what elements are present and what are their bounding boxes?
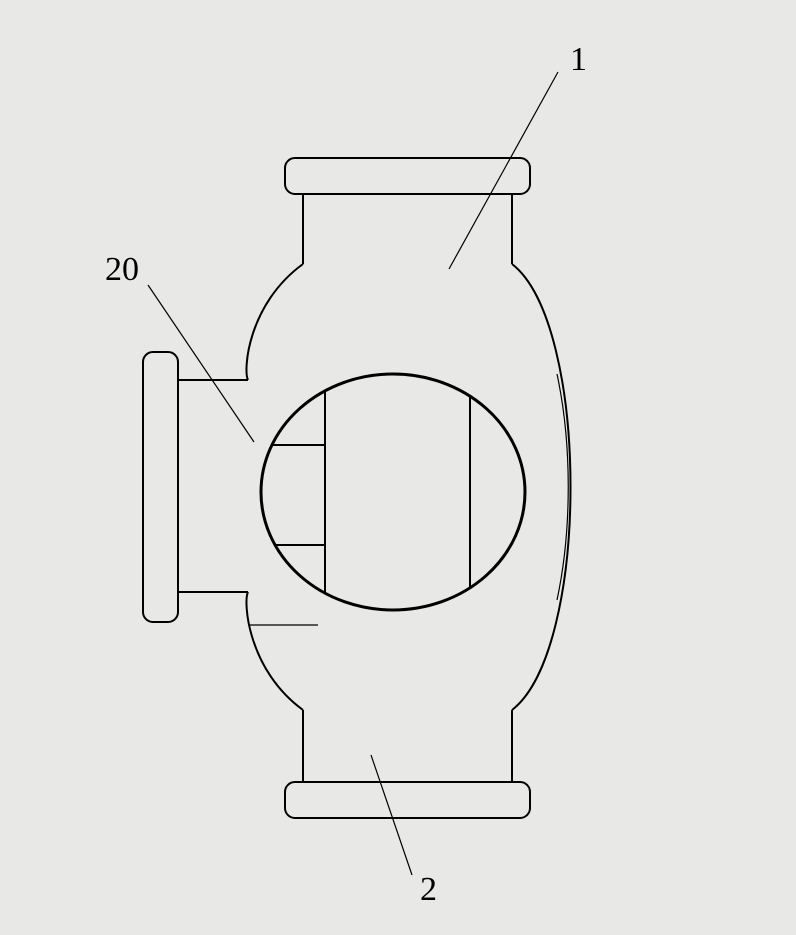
- label-l2: 2: [420, 871, 437, 908]
- diagram: 1 20 2: [0, 0, 796, 935]
- body-left-lower: [247, 592, 303, 710]
- leader-l20: [148, 285, 254, 442]
- bottom-flange: [285, 782, 530, 818]
- leader-l1: [449, 72, 558, 269]
- body-right-outer: [512, 264, 571, 710]
- left-flange: [143, 352, 178, 622]
- sight-window: [261, 374, 525, 610]
- leader-l2: [371, 755, 412, 875]
- label-l1: 1: [570, 41, 587, 78]
- label-l20: 20: [105, 251, 139, 288]
- body-left-upper: [247, 264, 303, 380]
